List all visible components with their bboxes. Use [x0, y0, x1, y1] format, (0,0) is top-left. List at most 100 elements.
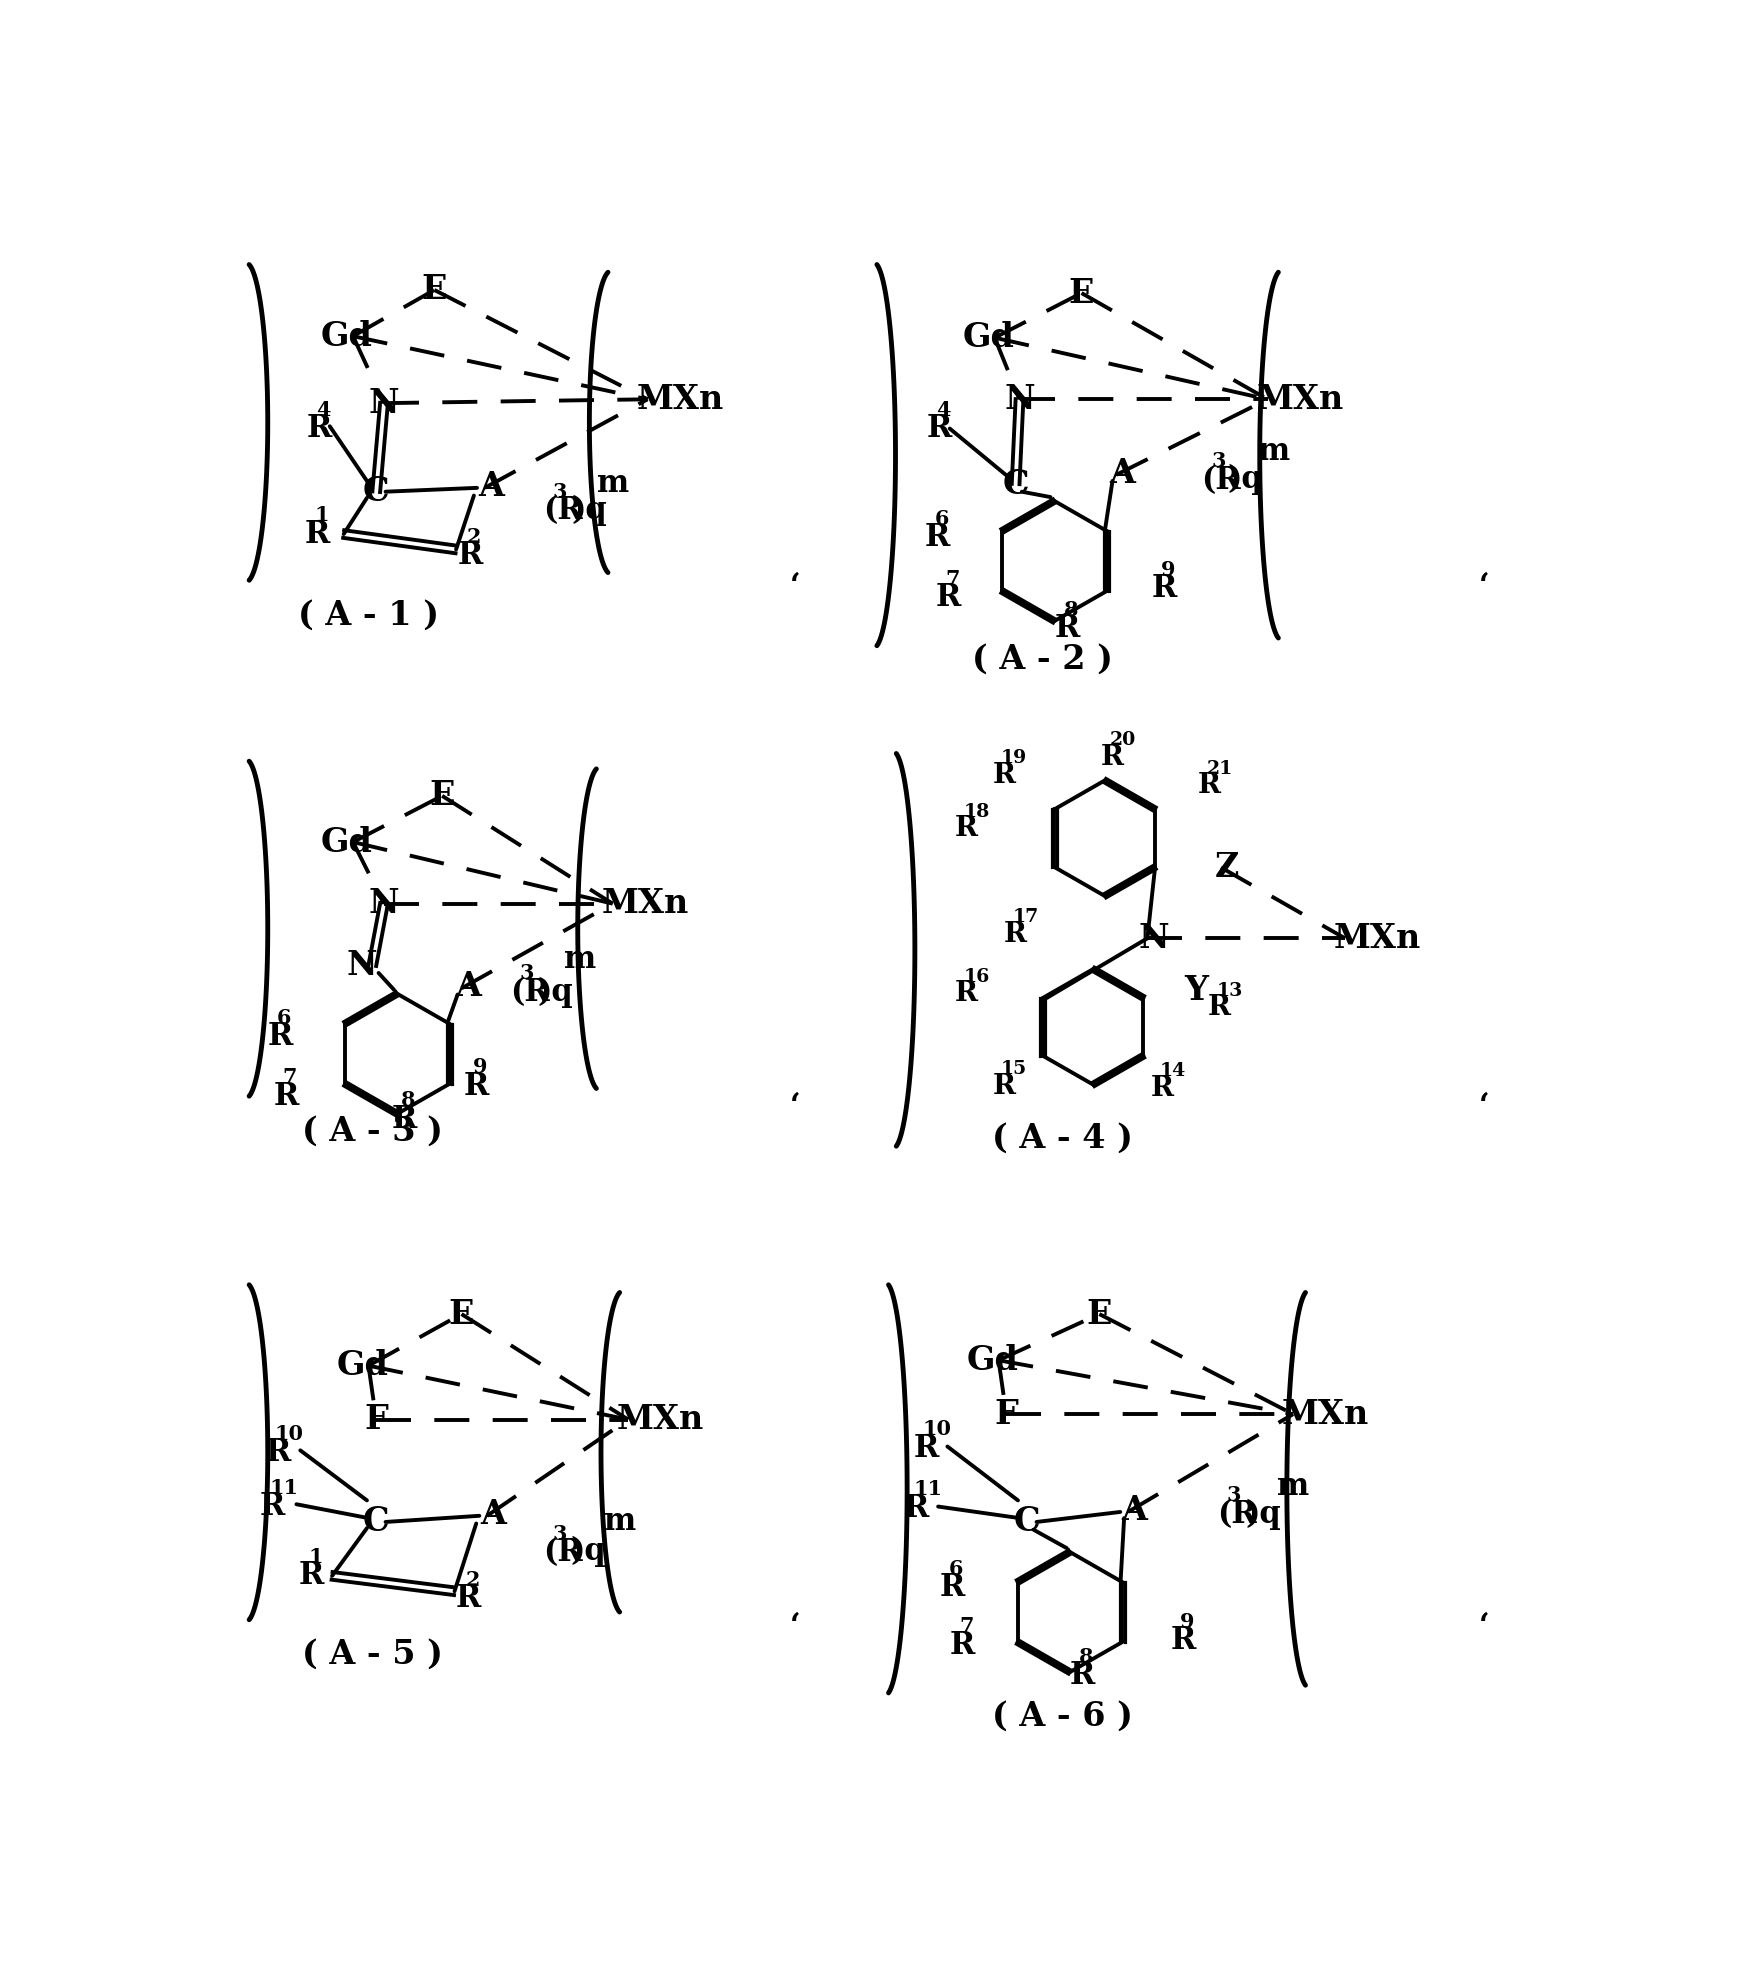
Text: 6: 6: [277, 1008, 292, 1028]
Text: R: R: [1151, 574, 1177, 604]
Text: MXn: MXn: [636, 382, 723, 416]
Text: )q: )q: [570, 1536, 605, 1566]
Text: 4: 4: [316, 400, 330, 420]
Text: N: N: [346, 948, 377, 982]
Text: m: m: [1257, 436, 1290, 467]
Text: 16: 16: [963, 968, 989, 986]
Text: (R: (R: [543, 495, 583, 527]
Text: 7: 7: [282, 1067, 297, 1087]
Text: 10: 10: [923, 1420, 951, 1439]
Text: ( A - 5 ): ( A - 5 ): [303, 1637, 443, 1671]
Text: E: E: [430, 780, 456, 812]
Text: 17: 17: [1012, 909, 1038, 927]
Text: R: R: [1003, 921, 1028, 948]
Text: ( A - 3 ): ( A - 3 ): [303, 1115, 443, 1146]
Text: R: R: [261, 1491, 285, 1523]
Text: 3: 3: [553, 1525, 567, 1544]
Text: 9: 9: [1160, 560, 1176, 580]
Text: R: R: [456, 1584, 482, 1614]
Text: N: N: [369, 887, 400, 921]
Text: R: R: [927, 414, 951, 444]
Text: 3: 3: [1226, 1485, 1242, 1505]
Text: C: C: [1014, 1505, 1040, 1538]
Text: R: R: [993, 762, 1016, 788]
Text: ( A - 4 ): ( A - 4 ): [991, 1123, 1132, 1154]
Text: m: m: [596, 469, 630, 499]
Text: A: A: [456, 970, 480, 1004]
Text: R: R: [993, 1073, 1016, 1099]
Text: 1: 1: [308, 1546, 323, 1566]
Text: MXn: MXn: [1256, 382, 1344, 416]
Text: Gd: Gd: [322, 319, 372, 352]
Text: C: C: [363, 475, 390, 509]
Text: ‘: ‘: [790, 1612, 800, 1643]
Text: R: R: [457, 541, 483, 570]
Text: 7: 7: [960, 1616, 974, 1635]
Text: 6: 6: [949, 1558, 963, 1578]
Text: R: R: [1054, 614, 1080, 644]
Text: ‘: ‘: [1480, 572, 1490, 604]
Text: Gd: Gd: [963, 321, 1014, 354]
Text: 18: 18: [963, 804, 989, 822]
Text: 8: 8: [1080, 1647, 1094, 1667]
Text: R: R: [268, 1022, 294, 1051]
Text: A: A: [480, 1497, 506, 1531]
Text: 3: 3: [520, 964, 534, 984]
Text: 13: 13: [1216, 982, 1243, 1000]
Text: MXn: MXn: [602, 887, 689, 921]
Text: )q: )q: [572, 495, 607, 527]
Text: 2: 2: [468, 527, 482, 546]
Text: ( A - 2 ): ( A - 2 ): [972, 644, 1113, 675]
Text: 2: 2: [466, 1570, 480, 1590]
Text: MXn: MXn: [617, 1404, 704, 1436]
Text: 8: 8: [402, 1091, 416, 1111]
Text: R: R: [306, 414, 332, 444]
Text: (R: (R: [510, 976, 550, 1008]
Text: N: N: [369, 386, 400, 420]
Text: R: R: [904, 1493, 929, 1523]
Text: m: m: [563, 944, 596, 976]
Text: MXn: MXn: [1282, 1398, 1369, 1432]
Text: C: C: [1002, 467, 1029, 501]
Text: Gd: Gd: [967, 1344, 1019, 1376]
Text: R: R: [266, 1437, 290, 1467]
Text: R: R: [925, 523, 949, 552]
Text: 11: 11: [913, 1479, 943, 1499]
Text: ( A - 6 ): ( A - 6 ): [991, 1699, 1132, 1732]
Text: E: E: [1087, 1297, 1111, 1331]
Text: (R: (R: [543, 1536, 583, 1568]
Text: C: C: [363, 1505, 390, 1538]
Text: Y: Y: [1184, 974, 1209, 1008]
Text: ( A - 1 ): ( A - 1 ): [297, 598, 438, 632]
Text: A: A: [478, 469, 504, 503]
Text: R: R: [299, 1560, 323, 1592]
Text: Z: Z: [1216, 851, 1240, 883]
Text: A: A: [1122, 1493, 1148, 1527]
Text: 21: 21: [1207, 760, 1233, 778]
Text: 10: 10: [275, 1424, 304, 1443]
Text: R: R: [955, 980, 977, 1008]
Text: A: A: [1109, 457, 1136, 489]
Text: 20: 20: [1109, 731, 1136, 748]
Text: ‘: ‘: [790, 1093, 800, 1123]
Text: (R: (R: [1217, 1499, 1257, 1531]
Text: R: R: [1069, 1661, 1096, 1691]
Text: 4: 4: [936, 400, 951, 420]
Text: R: R: [955, 816, 977, 842]
Text: 19: 19: [1002, 748, 1028, 766]
Text: m: m: [1276, 1471, 1309, 1503]
Text: 14: 14: [1160, 1063, 1186, 1081]
Text: 6: 6: [934, 509, 949, 529]
Text: MXn: MXn: [1334, 923, 1421, 954]
Text: R: R: [391, 1103, 417, 1135]
Text: )q: )q: [537, 976, 574, 1008]
Text: E: E: [1069, 277, 1094, 309]
Text: R: R: [939, 1572, 965, 1604]
Text: )q: )q: [1245, 1499, 1282, 1531]
Text: m: m: [603, 1507, 636, 1536]
Text: Gd: Gd: [322, 826, 372, 859]
Text: ‘: ‘: [790, 572, 800, 604]
Text: R: R: [949, 1630, 976, 1661]
Text: 15: 15: [1002, 1059, 1028, 1079]
Text: N: N: [1003, 382, 1035, 416]
